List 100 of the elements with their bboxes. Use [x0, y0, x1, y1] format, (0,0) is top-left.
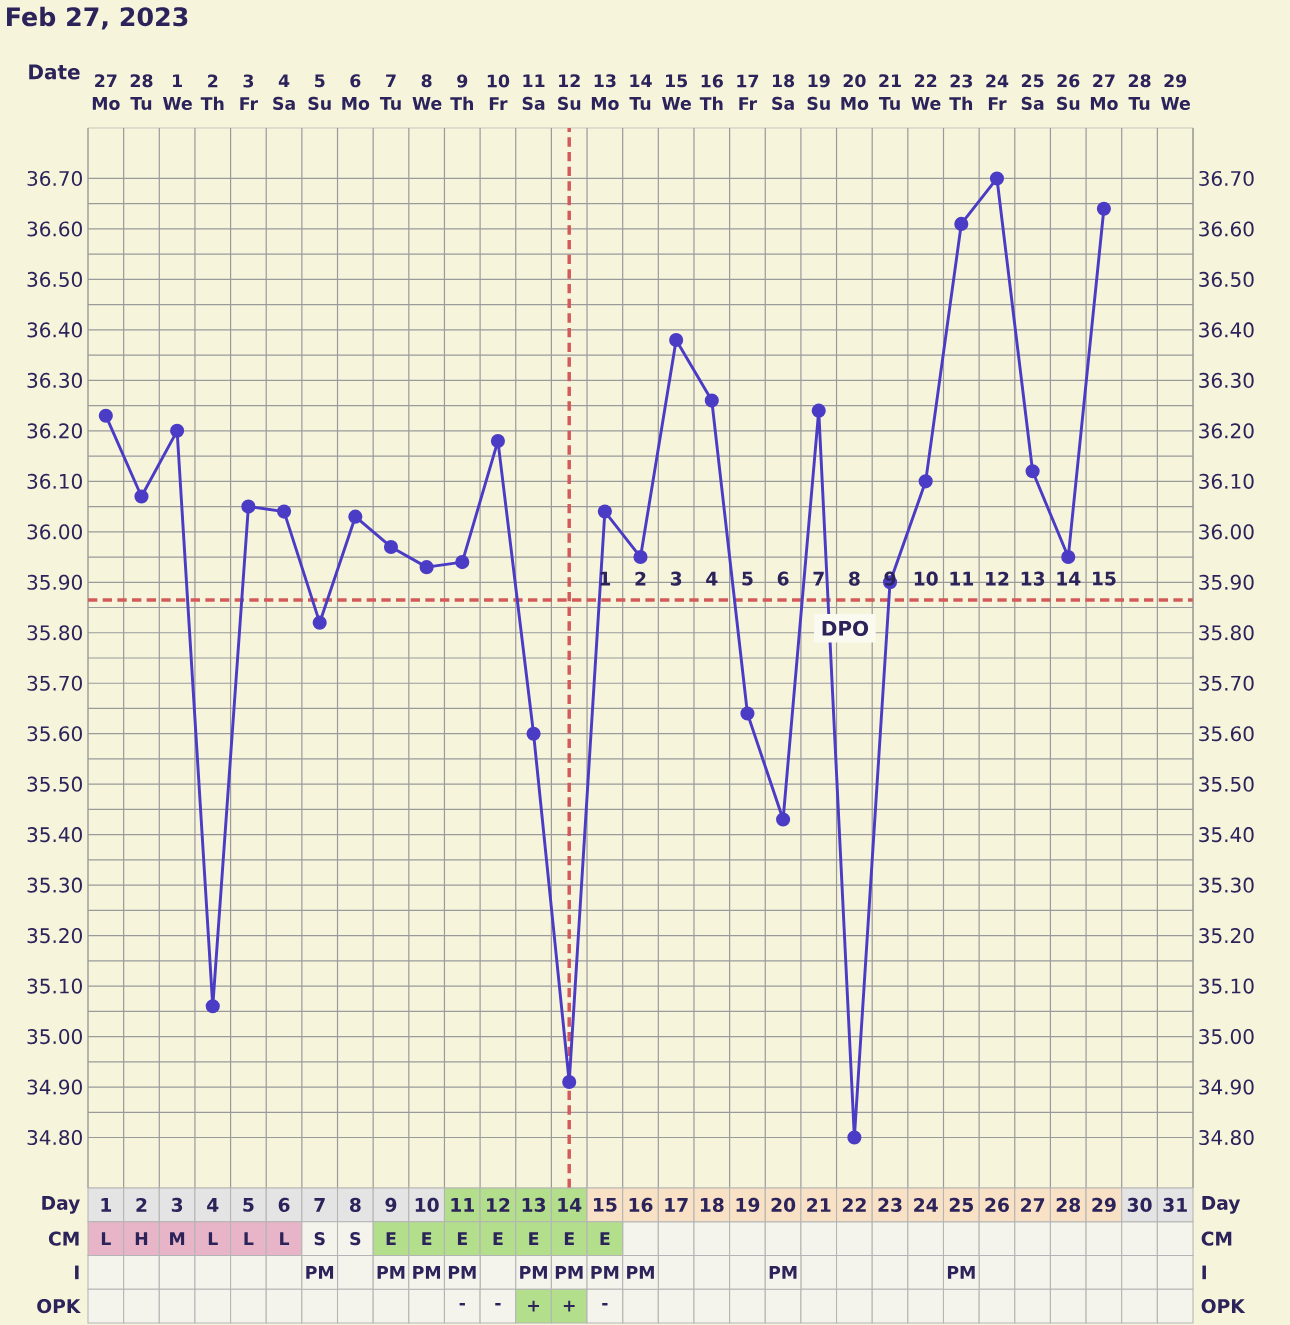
point	[348, 509, 363, 524]
x-tick-label: 8 We	[412, 74, 442, 110]
point	[776, 812, 791, 827]
y-tick-label: 36.50	[27, 271, 82, 287]
annotation: 8	[849, 571, 860, 586]
annotation: 12	[986, 571, 1009, 586]
x-tick-label: 10 Fr	[487, 74, 510, 110]
x-tick-label: 3 Fr	[240, 74, 258, 110]
annotation: 13	[1021, 571, 1045, 586]
text: L	[208, 1232, 218, 1245]
text: 3	[171, 1197, 183, 1212]
text: PM	[413, 1266, 440, 1279]
x-tick-label: 27 Mo	[92, 74, 120, 110]
text: -	[495, 1303, 501, 1306]
text: 7	[314, 1198, 325, 1212]
x-tick-label: 27 Mo	[1090, 74, 1118, 110]
y2-tick-label: 34.90	[1199, 1079, 1254, 1095]
point	[98, 408, 113, 423]
text: 12	[487, 1197, 510, 1212]
y2-tick-label: 35.30	[1199, 877, 1254, 893]
y2-tick-label: 36.60	[1199, 221, 1254, 237]
text: 31	[1163, 1197, 1187, 1212]
x-tick-label: 1 We	[162, 74, 192, 110]
text: 4	[207, 1198, 219, 1212]
y2-tick-label: 35.70	[1199, 675, 1254, 691]
text: 5	[243, 1197, 254, 1212]
y2-tick-label: OPK	[1201, 1299, 1246, 1314]
point	[241, 499, 256, 514]
y2-tick-label: 36.50	[1199, 271, 1254, 287]
text: 9	[385, 1197, 397, 1212]
text: 25	[949, 1197, 974, 1212]
y2-tick-label: 35.00	[1199, 1029, 1254, 1045]
point	[1061, 549, 1076, 565]
y2-tick-label: I	[1202, 1265, 1206, 1280]
y2-tick-label: 35.50	[1199, 776, 1254, 792]
text: 13	[522, 1197, 546, 1212]
text: 18	[700, 1197, 724, 1212]
x-tick-label: 24 Fr	[986, 74, 1009, 110]
y2-tick-label: 36.40	[1199, 322, 1254, 338]
text: S	[314, 1232, 325, 1246]
point	[704, 393, 719, 408]
x-tick-label: 21 Tu	[878, 74, 901, 110]
text: PM	[377, 1266, 405, 1279]
x-tick-label: 12 Su	[558, 74, 581, 110]
y2-tick-label: 36.70	[1199, 170, 1254, 187]
y-tick-label: 35.80	[27, 625, 82, 641]
annotation: 6	[777, 571, 789, 586]
text: 11	[451, 1198, 474, 1212]
x-tick-label: 18 Sa	[772, 74, 795, 110]
y2-tick-label: 36.00	[1199, 524, 1254, 540]
point	[954, 216, 969, 231]
chart-title: Feb 27, 2023	[7, 6, 188, 30]
text: 15	[593, 1197, 617, 1212]
annotation: 7	[813, 571, 824, 586]
y-tick-label: 36.70	[27, 170, 82, 187]
y-tick-label: 35.00	[27, 1029, 82, 1045]
y2-tick-label: 36.10	[1199, 473, 1254, 489]
x-tick-label: 2 Th	[200, 74, 224, 110]
text: 8	[349, 1197, 361, 1212]
x-tick-label: 25 Sa	[1021, 74, 1044, 110]
x-tick-label: 28 Tu	[130, 74, 153, 110]
point	[811, 403, 826, 418]
annotation: 10	[914, 571, 938, 586]
text: 19	[736, 1197, 760, 1212]
y-tick-label: 36.40	[27, 322, 82, 338]
text: 6	[278, 1197, 290, 1212]
text: 16	[629, 1197, 653, 1212]
y-tick-label: 35.10	[27, 978, 82, 994]
text: L	[101, 1232, 111, 1245]
y-tick-label: 36.10	[27, 473, 82, 489]
y-tick-label: 35.40	[27, 827, 82, 843]
y2-tick-label: CM	[1201, 1231, 1232, 1246]
x-tick-label: 28 Tu	[1128, 74, 1151, 110]
annotation: 2	[635, 571, 646, 586]
point	[134, 489, 149, 504]
text: +	[563, 1300, 575, 1312]
text: PM	[448, 1266, 476, 1279]
text: 27	[1021, 1197, 1045, 1212]
text: 23	[878, 1197, 902, 1212]
text: PM	[769, 1266, 797, 1279]
y-tick-label: 35.90	[27, 574, 82, 590]
point	[740, 706, 755, 721]
y2-tick-label: 36.20	[1199, 423, 1254, 439]
y-tick-label: 35.60	[27, 726, 82, 742]
text: +	[528, 1300, 539, 1312]
point	[989, 171, 1005, 186]
text: M	[170, 1232, 185, 1245]
x-tick-label: 4 Sa	[273, 74, 295, 110]
text: 17	[665, 1198, 688, 1212]
text: E	[386, 1232, 396, 1245]
text: -	[602, 1303, 608, 1306]
text: PM	[520, 1266, 547, 1279]
text: 10	[415, 1197, 439, 1212]
text: 21	[807, 1197, 831, 1212]
annotation: 3	[670, 571, 682, 586]
y2-tick-label: 36.30	[1199, 372, 1254, 388]
y-tick-label: 35.70	[27, 675, 82, 691]
x-tick-label: 13 Mo	[591, 74, 619, 110]
text: 26	[985, 1197, 1009, 1212]
y-tick-label: 36.20	[27, 423, 82, 439]
